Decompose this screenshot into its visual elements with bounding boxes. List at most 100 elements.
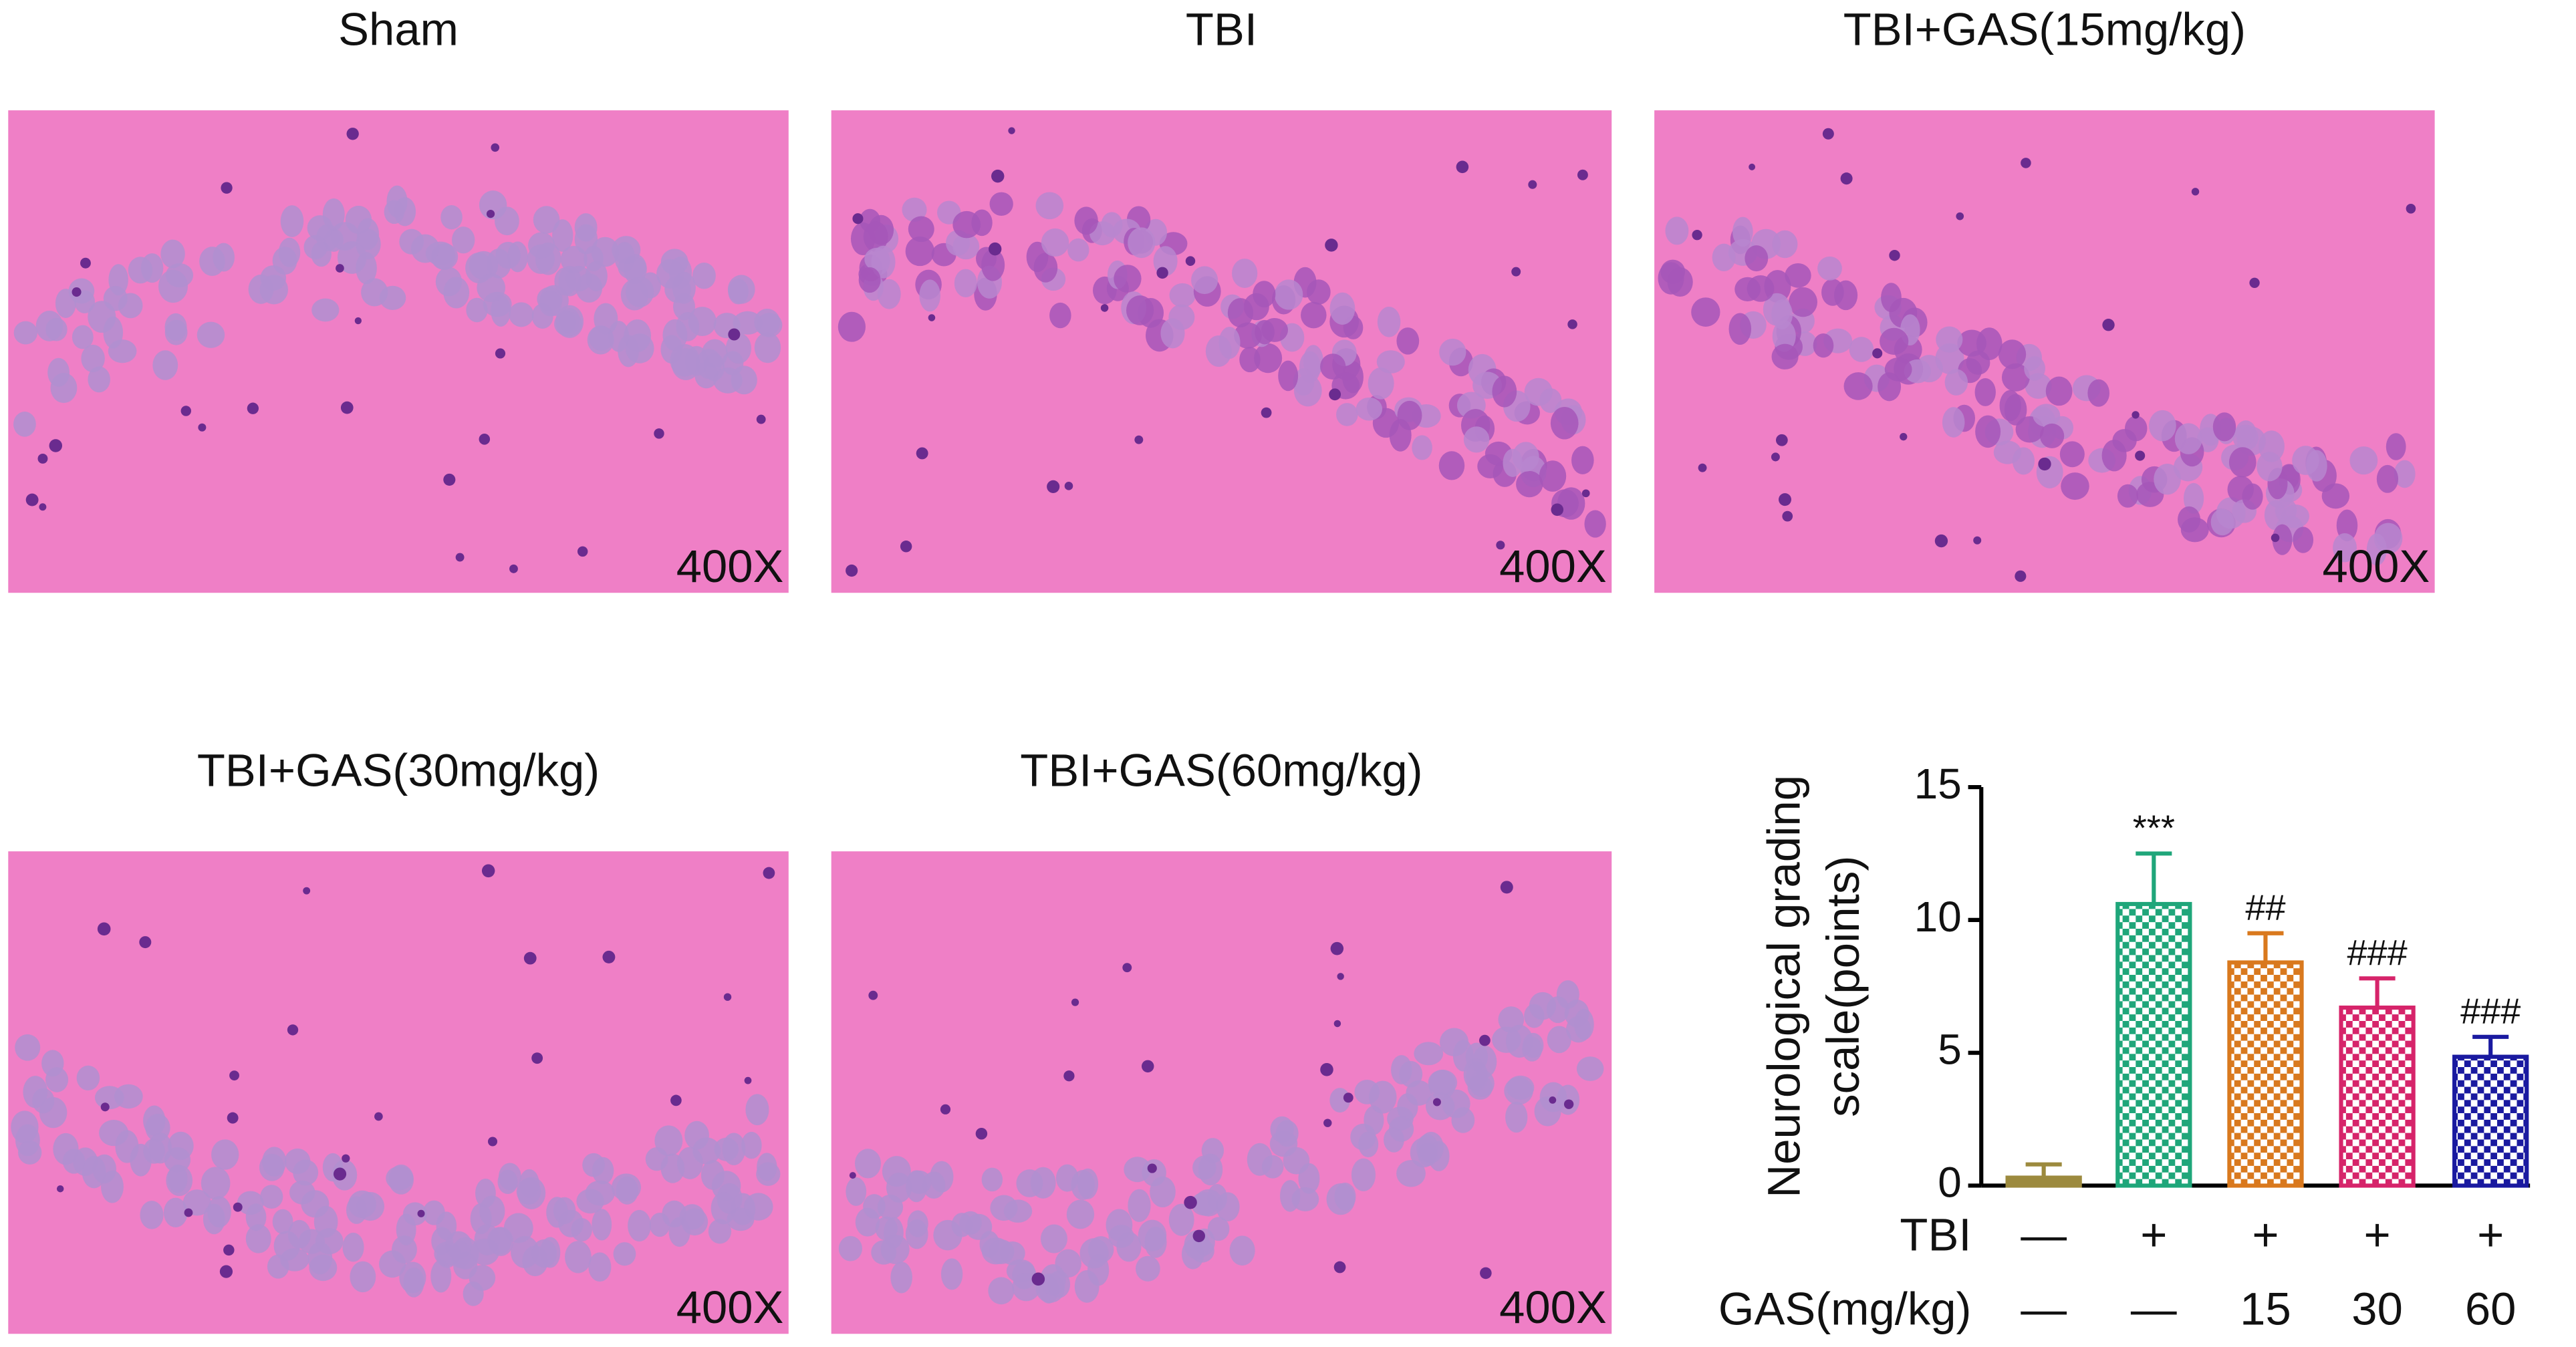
cell [88, 366, 110, 393]
cell [1194, 1189, 1222, 1217]
panel-title: TBI+GAS(60mg/kg) [1020, 744, 1422, 796]
nucleus [417, 1209, 425, 1217]
nucleus [139, 936, 152, 949]
cell [1428, 1069, 1456, 1100]
cell [1191, 266, 1218, 295]
nucleus [916, 447, 928, 460]
cell [1880, 327, 1909, 355]
cell [2292, 446, 2319, 475]
nucleus [229, 1070, 239, 1081]
nucleus [2191, 188, 2200, 196]
bar [2339, 1005, 2416, 1188]
nucleus [670, 1094, 682, 1106]
cell [620, 279, 649, 311]
cell [905, 236, 934, 267]
cell [1397, 400, 1422, 430]
cell [23, 1076, 48, 1108]
cell [554, 267, 577, 296]
cell [2293, 527, 2314, 553]
cell [273, 1231, 300, 1261]
nucleus [495, 348, 506, 359]
nucleus [1934, 534, 1948, 548]
cell [403, 1267, 424, 1298]
cell [741, 1131, 762, 1159]
cell [1293, 374, 1322, 407]
cell [259, 275, 289, 305]
cell [1261, 317, 1288, 342]
cell [495, 241, 521, 269]
nucleus [342, 1154, 350, 1163]
cell [1849, 337, 1874, 362]
cell [954, 269, 977, 297]
row-value: 15 [2240, 1283, 2291, 1334]
nucleus [1456, 160, 1469, 174]
row-value: — [2021, 1209, 2067, 1260]
cell [1368, 367, 1394, 400]
nucleus [744, 1076, 752, 1084]
cell [1320, 353, 1346, 380]
cell [1303, 345, 1323, 378]
cell [160, 239, 185, 269]
cell [2257, 452, 2283, 482]
cell [988, 1277, 1015, 1305]
nucleus [1063, 1070, 1075, 1082]
nucleus [1822, 128, 1834, 140]
nucleus [1775, 434, 1788, 446]
nucleus [39, 503, 47, 511]
cell [1881, 283, 1902, 313]
nucleus [1779, 493, 1791, 506]
cell [1878, 372, 1902, 402]
y-tick-label: 15 [1914, 760, 1962, 808]
cell [2024, 356, 2045, 381]
cell [1329, 1088, 1351, 1113]
cell [1418, 1143, 1438, 1167]
cell [1505, 1101, 1528, 1133]
nucleus [577, 546, 588, 557]
cell [165, 263, 194, 288]
nucleus [2406, 203, 2416, 214]
nucleus [763, 867, 775, 879]
cell [624, 319, 652, 352]
cell [1074, 206, 1098, 235]
nucleus [1500, 881, 1513, 894]
cell [1399, 1060, 1423, 1088]
cell [880, 1235, 910, 1264]
cell [700, 1160, 725, 1190]
nucleus [1749, 163, 1756, 170]
row-value: — [2021, 1283, 2067, 1334]
cell [1040, 1224, 1067, 1253]
cell [2178, 506, 2201, 533]
cell [1712, 243, 1736, 272]
cell [745, 1094, 769, 1126]
cell [1108, 1225, 1134, 1248]
nucleus [2135, 450, 2146, 461]
nucleus [443, 473, 456, 486]
cell [1813, 333, 1834, 358]
magnification: 400X [676, 1282, 784, 1333]
nucleus [374, 1112, 383, 1121]
nucleus [287, 1024, 299, 1036]
cell [854, 1149, 882, 1179]
cell [1966, 350, 1990, 375]
cell [1732, 216, 1753, 247]
cell [399, 229, 424, 255]
cell [660, 1153, 685, 1183]
cell [1414, 1042, 1444, 1066]
cell [384, 200, 405, 224]
cell [2333, 533, 2357, 563]
cell [163, 1197, 188, 1227]
cell [55, 289, 76, 318]
cell [1126, 295, 1154, 325]
cell [1492, 376, 1517, 408]
cell [1253, 281, 1276, 308]
cell [1524, 378, 1553, 406]
cell [1254, 343, 1283, 373]
cell [656, 259, 685, 289]
nucleus [1563, 1099, 1574, 1109]
nucleus [491, 143, 500, 152]
cell [1334, 1183, 1356, 1211]
cell [45, 317, 68, 341]
cell [1229, 1235, 1255, 1266]
cell [649, 1212, 670, 1237]
cell [379, 285, 406, 310]
